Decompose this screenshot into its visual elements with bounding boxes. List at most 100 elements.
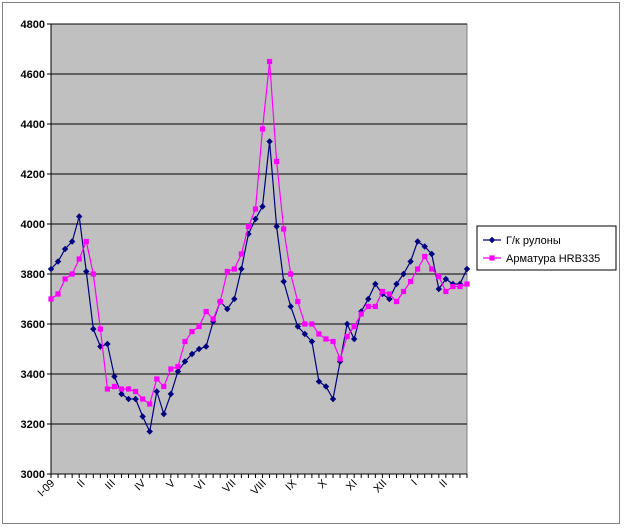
x-tick-label: III — [103, 477, 118, 492]
x-tick-label: II — [437, 477, 450, 490]
data-point — [189, 328, 195, 335]
data-point — [400, 288, 407, 295]
data-point — [104, 386, 111, 392]
data-point — [90, 325, 97, 333]
data-point — [48, 296, 54, 302]
data-point — [76, 256, 82, 262]
data-point — [273, 223, 280, 230]
data-point — [350, 335, 358, 343]
x-tick-label: X — [316, 477, 330, 491]
data-point — [428, 250, 435, 258]
data-point — [83, 268, 90, 275]
data-point — [407, 278, 414, 285]
data-point — [464, 281, 470, 287]
data-point — [69, 271, 75, 277]
data-point — [210, 316, 216, 322]
data-point — [393, 298, 400, 305]
data-point — [301, 330, 309, 338]
data-point — [238, 251, 244, 257]
data-point — [344, 333, 350, 340]
data-point — [302, 321, 308, 327]
x-tick-label: II — [75, 477, 88, 490]
line-chart: 3000 3200 3400 3600 3800 4000 4200 4400 4600 4800… — [21, 19, 617, 499]
data-point — [174, 368, 182, 375]
x-tick-label: VI — [192, 477, 208, 493]
y-tick-label: 3800 — [21, 269, 45, 281]
data-point — [259, 203, 266, 210]
x-tick-label: V — [164, 477, 178, 491]
data-point — [308, 338, 316, 345]
legend-marker — [489, 255, 495, 261]
data-point — [280, 278, 287, 285]
data-point — [231, 266, 237, 272]
data-point — [337, 356, 343, 362]
legend-box — [476, 225, 617, 271]
data-point — [400, 270, 407, 278]
data-point — [68, 238, 76, 245]
y-tick-label: 4400 — [21, 119, 45, 131]
data-point — [295, 298, 301, 305]
data-point — [133, 388, 139, 395]
x-tick-label: VIII — [249, 477, 269, 497]
chart-frame: 3000 3200 3400 3600 3800 4000 4200 4400 4600 4800… — [2, 2, 620, 524]
data-point — [281, 226, 287, 232]
data-point — [140, 396, 146, 402]
data-point — [61, 245, 69, 253]
data-point — [365, 303, 371, 310]
y-tick-label: 4000 — [21, 219, 45, 231]
data-point — [386, 291, 393, 297]
x-tick-label: IV — [132, 477, 148, 493]
data-point — [259, 126, 266, 132]
data-point — [125, 386, 132, 392]
x-tick-label: XI — [344, 477, 360, 493]
data-point — [316, 331, 322, 337]
data-point — [393, 280, 400, 288]
data-point — [422, 253, 428, 260]
data-point — [457, 283, 463, 290]
y-tick-label: 4600 — [21, 69, 45, 81]
data-point — [196, 323, 202, 330]
y-tick-label: 4200 — [21, 169, 45, 181]
data-point — [147, 401, 153, 407]
data-point — [287, 303, 294, 310]
data-point — [407, 258, 414, 265]
data-point — [252, 215, 259, 223]
data-point — [160, 410, 168, 418]
data-point — [429, 266, 435, 272]
data-point — [435, 285, 442, 293]
data-point — [365, 295, 372, 303]
data-point — [414, 238, 421, 245]
data-point — [217, 298, 223, 305]
data-point — [168, 366, 174, 372]
legend-label: Г/к рулоны — [506, 235, 561, 247]
data-point — [54, 258, 62, 265]
data-point — [104, 340, 111, 348]
data-point — [322, 383, 330, 390]
data-point — [111, 383, 118, 390]
x-tick-label: XII — [371, 477, 389, 495]
data-point — [330, 338, 336, 345]
data-point — [125, 395, 132, 403]
data-point — [76, 213, 83, 220]
y-tick-label: 3400 — [21, 369, 45, 381]
data-point — [245, 223, 252, 230]
x-tick-label: I — [409, 477, 420, 488]
data-point — [231, 295, 238, 303]
data-point — [442, 275, 450, 283]
data-point — [436, 273, 442, 280]
data-point — [182, 338, 188, 345]
legend-marker — [488, 236, 496, 244]
data-point — [372, 280, 379, 288]
data-point — [415, 266, 421, 272]
data-point — [97, 326, 103, 332]
y-tick-label: 3600 — [21, 319, 45, 331]
data-point — [288, 271, 294, 277]
data-point — [161, 383, 167, 390]
data-point — [153, 388, 160, 395]
data-point — [266, 138, 273, 145]
data-point — [139, 413, 146, 420]
x-tick-label: IX — [283, 477, 299, 493]
data-point — [329, 395, 337, 403]
data-point — [203, 308, 209, 315]
data-point — [343, 320, 351, 328]
